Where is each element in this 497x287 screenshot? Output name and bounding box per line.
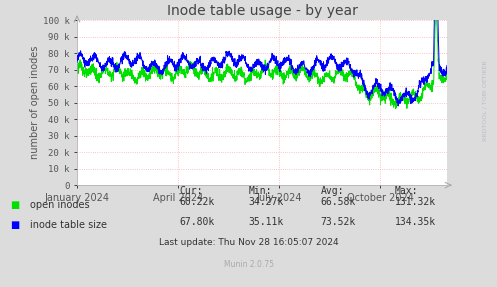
Text: Avg:: Avg: (321, 186, 344, 196)
Text: RRDTOOL / TOBI OETIKER: RRDTOOL / TOBI OETIKER (482, 60, 487, 141)
Text: Min:: Min: (248, 186, 272, 196)
Text: 131.32k: 131.32k (395, 197, 436, 207)
Text: Last update: Thu Nov 28 16:05:07 2024: Last update: Thu Nov 28 16:05:07 2024 (159, 238, 338, 247)
Text: Munin 2.0.75: Munin 2.0.75 (224, 260, 273, 269)
Text: 66.58k: 66.58k (321, 197, 356, 207)
Text: Cur:: Cur: (179, 186, 202, 196)
Text: inode table size: inode table size (30, 220, 107, 230)
Text: 73.52k: 73.52k (321, 217, 356, 227)
Text: open inodes: open inodes (30, 200, 89, 210)
Text: 35.11k: 35.11k (248, 217, 284, 227)
Text: 67.80k: 67.80k (179, 217, 214, 227)
Y-axis label: number of open inodes: number of open inodes (30, 46, 40, 159)
Text: ■: ■ (10, 220, 19, 230)
Title: Inode table usage - by year: Inode table usage - by year (166, 3, 358, 18)
Text: 60.22k: 60.22k (179, 197, 214, 207)
Text: Max:: Max: (395, 186, 418, 196)
Text: 134.35k: 134.35k (395, 217, 436, 227)
Text: 34.27k: 34.27k (248, 197, 284, 207)
Text: ■: ■ (10, 200, 19, 210)
